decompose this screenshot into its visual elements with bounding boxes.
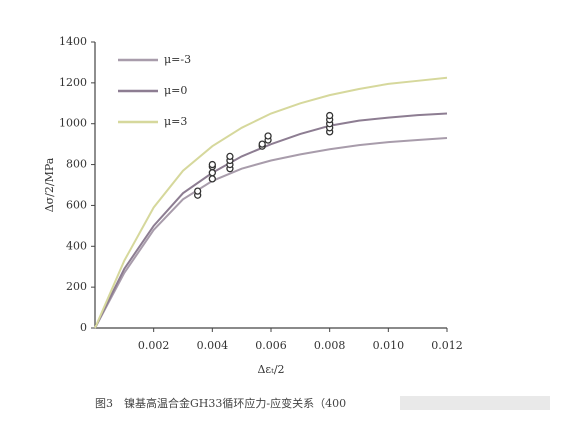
y-axis-label: Δσ/2/MPa xyxy=(43,157,56,212)
y-tick-label: 400 xyxy=(66,239,87,252)
x-tick-label: 0.006 xyxy=(255,339,287,352)
series-line xyxy=(94,137,448,329)
legend-label: μ=-3 xyxy=(164,53,191,66)
blurred-caption xyxy=(400,396,550,410)
legend-label: μ=0 xyxy=(164,84,187,97)
data-point xyxy=(208,175,216,183)
data-point xyxy=(264,132,272,140)
series-line xyxy=(94,76,448,329)
x-tick-label: 0.008 xyxy=(314,339,346,352)
y-tick-label: 1200 xyxy=(59,76,87,89)
x-tick-label: 0.012 xyxy=(431,339,463,352)
x-axis-label: Δεₜ/2 xyxy=(257,363,284,376)
y-tick-label: 0 xyxy=(80,321,87,334)
data-point xyxy=(326,111,334,120)
data-point xyxy=(258,140,266,148)
legend-label: μ=3 xyxy=(164,115,187,128)
data-point xyxy=(226,152,234,161)
y-tick-label: 1400 xyxy=(59,35,87,48)
data-point xyxy=(208,160,216,169)
x-tick-label: 0.010 xyxy=(373,339,405,352)
y-tick-label: 200 xyxy=(66,280,87,293)
y-tick-label: 1000 xyxy=(59,117,87,130)
series-line xyxy=(94,112,448,329)
y-tick-label: 800 xyxy=(66,158,87,171)
data-point xyxy=(194,187,202,195)
x-tick-label: 0.002 xyxy=(138,339,170,352)
x-tick-label: 0.004 xyxy=(197,339,229,352)
caption: 图3 镍基高温合金GH33循环应力-应变关系（400 xyxy=(95,396,346,410)
y-tick-label: 600 xyxy=(66,198,87,211)
data-point xyxy=(208,169,216,177)
